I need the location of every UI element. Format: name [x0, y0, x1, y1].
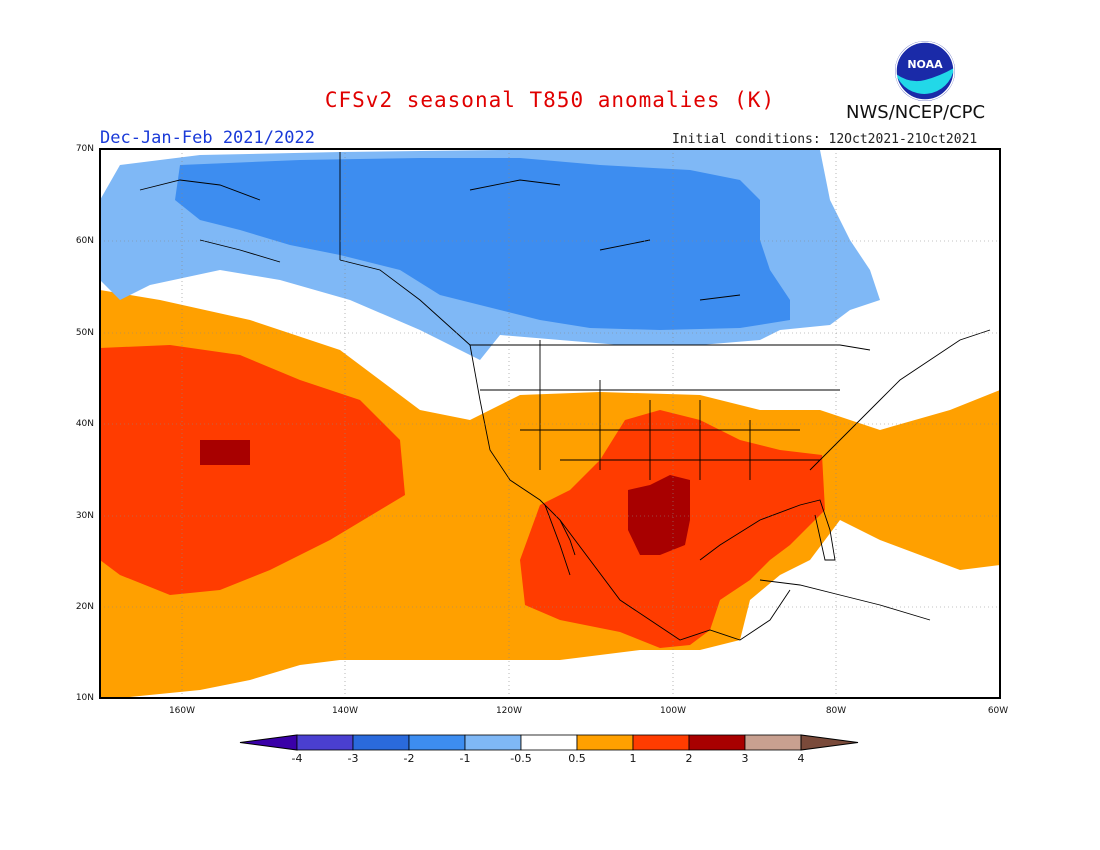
lon-label-140w: 140W: [331, 706, 359, 716]
anomaly-region-red-pacific: [100, 345, 405, 595]
map-border: [99, 148, 1001, 699]
colorbar-swatch: [352, 734, 410, 751]
colorbar-tick-label: -0.5: [510, 752, 532, 765]
colorbar-tick-label: -1: [459, 752, 471, 765]
colorbar-tick-label: -2: [403, 752, 415, 765]
colorbar-swatch: [520, 734, 578, 751]
colorbar-arrow-high: [800, 734, 859, 751]
colorbar-swatch: [296, 734, 354, 751]
lat-label-70n: 70N: [75, 144, 94, 154]
colorbar-swatch: [576, 734, 634, 751]
colorbar-swatch: [688, 734, 746, 751]
coastlines: [139, 152, 991, 641]
lat-label-10n: 10N: [75, 693, 94, 703]
anomaly-region-blue: [175, 158, 790, 330]
map-title: CFSv2 seasonal T850 anomalies (K): [324, 88, 776, 112]
lon-label-100w: 100W: [659, 706, 687, 716]
lat-label-60n: 60N: [75, 236, 94, 246]
colorbar-swatch: [744, 734, 802, 751]
period-label: Dec-Jan-Feb 2021/2022: [100, 128, 315, 148]
noaa-logo-text: NOAA: [907, 58, 943, 71]
lat-label-40n: 40N: [75, 419, 94, 429]
colorbar-tick-label: 0.5: [568, 752, 586, 765]
lat-label-50n: 50N: [75, 328, 94, 338]
lon-label-80w: 80W: [825, 706, 847, 716]
colorbar-tick-label: -3: [347, 752, 359, 765]
initial-conditions-label: Initial conditions: 12Oct2021-21Oct2021: [672, 132, 978, 147]
anomaly-region-darkred-pacific: [200, 440, 250, 465]
colorbar-tick-label: 2: [685, 752, 693, 765]
lon-label-60w: 60W: [987, 706, 1009, 716]
colorbar-tick-label: 4: [797, 752, 805, 765]
agency-label: NWS/NCEP/CPC: [846, 102, 986, 123]
lon-label-120w: 120W: [495, 706, 523, 716]
noaa-logo: NOAA: [895, 41, 955, 101]
lon-label-160w: 160W: [168, 706, 196, 716]
colorbar-swatch: [408, 734, 466, 751]
lat-label-30n: 30N: [75, 511, 94, 521]
lat-label-20n: 20N: [75, 602, 94, 612]
colorbar-tick-label: 3: [741, 752, 749, 765]
colorbar-tick-label: 1: [629, 752, 637, 765]
colorbar-arrow-low: [239, 734, 298, 751]
colorbar-swatch: [464, 734, 522, 751]
colorbar: [239, 734, 859, 751]
anomaly-region-darkred-texas: [628, 475, 690, 555]
colorbar-swatch: [632, 734, 690, 751]
colorbar-tick-label: -4: [291, 752, 303, 765]
